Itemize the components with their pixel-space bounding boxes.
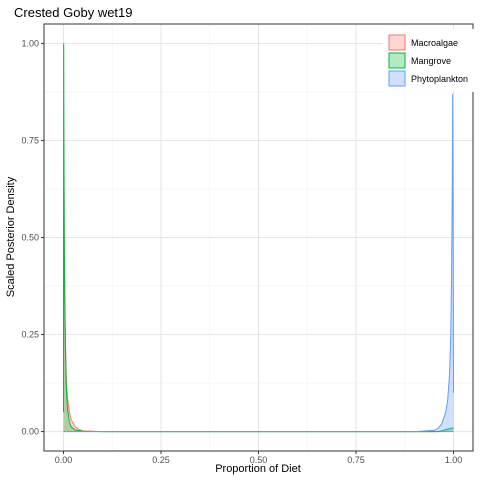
y-tick-label: 0.50 bbox=[21, 233, 39, 243]
y-tick-label: 0.25 bbox=[21, 330, 39, 340]
legend-label-mangrove: Mangrove bbox=[411, 56, 451, 66]
legend-background bbox=[383, 29, 476, 92]
legend: Macroalgae Mangrove Phytoplankton bbox=[383, 29, 476, 92]
x-axis-ticks: 0.00 0.25 0.50 0.75 1.00 bbox=[55, 451, 463, 465]
legend-label-macroalgae: Macroalgae bbox=[411, 38, 458, 48]
x-tick-label: 0.25 bbox=[152, 455, 170, 465]
y-tick-label: 0.00 bbox=[21, 427, 39, 437]
plot-panel bbox=[43, 23, 474, 452]
x-tick-label: 1.00 bbox=[445, 455, 463, 465]
x-axis-label: Proportion of Diet bbox=[215, 463, 301, 475]
x-tick-label: 0.00 bbox=[55, 455, 73, 465]
x-tick-label: 0.75 bbox=[347, 455, 365, 465]
legend-key-phytoplankton bbox=[388, 70, 406, 87]
density-line-mangrove bbox=[63, 43, 454, 433]
x-tick-label: 0.50 bbox=[250, 455, 268, 465]
legend-label-phytoplankton: Phytoplankton bbox=[411, 74, 468, 84]
y-tick-label: 0.75 bbox=[21, 135, 39, 145]
legend-key-mangrove bbox=[388, 52, 406, 69]
legend-key-macroalgae bbox=[388, 34, 406, 51]
chart-title: Crested Goby wet19 bbox=[14, 5, 133, 20]
density-line-phytoplankton bbox=[63, 93, 454, 433]
y-tick-label: 1.00 bbox=[21, 38, 39, 48]
y-axis-label: Scaled Posterior Density bbox=[5, 176, 17, 297]
y-axis-ticks: 0.00 0.25 0.50 0.75 1.00 bbox=[21, 38, 44, 437]
